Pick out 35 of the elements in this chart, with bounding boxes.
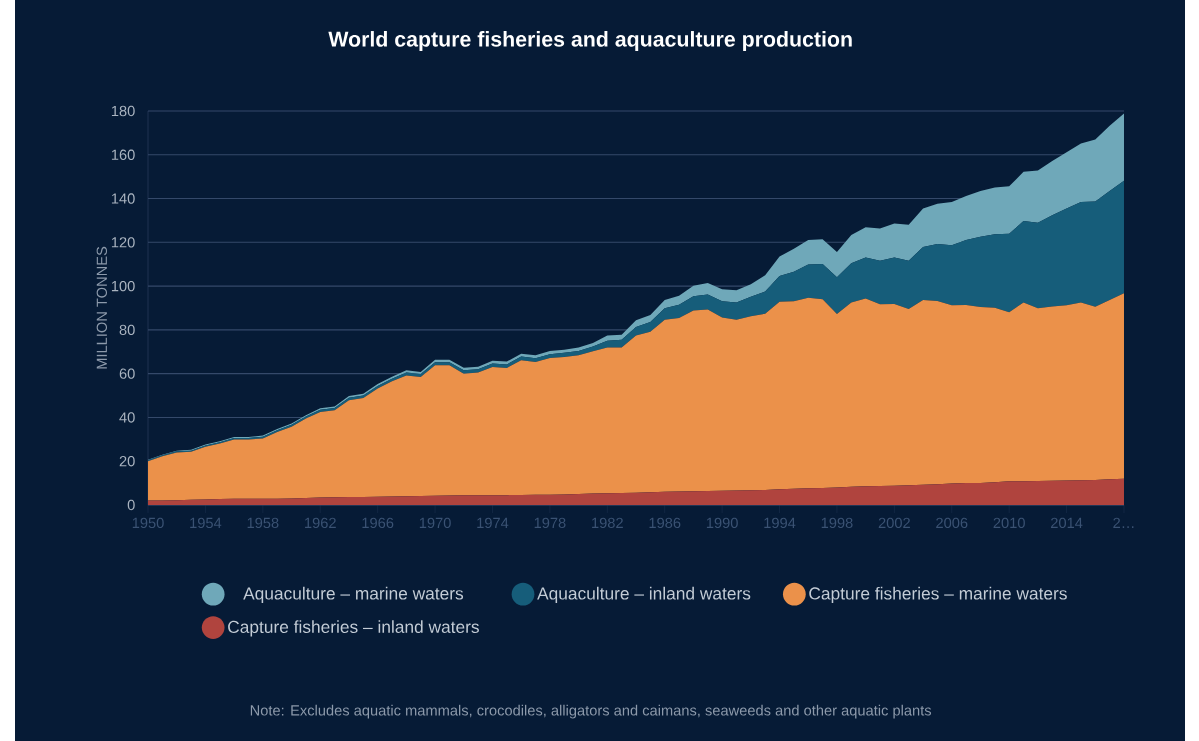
x-tick-label: 1970 <box>419 517 451 529</box>
y-tick-label: 80 <box>119 324 135 336</box>
x-tick-label: 1998 <box>821 517 853 529</box>
x-tick-label: 1994 <box>764 517 796 529</box>
x-tick-label: 2002 <box>878 517 910 529</box>
x-tick-label: 1974 <box>477 517 509 529</box>
chart-title: World capture fisheries and aquaculture production <box>328 31 852 51</box>
x-tick-label: 2010 <box>993 517 1025 529</box>
x-tick-label: 1978 <box>534 517 566 529</box>
y-tick-label: 20 <box>119 456 135 467</box>
x-tick-label: 2… <box>1113 517 1134 528</box>
y-tick-label: 0 <box>127 499 135 511</box>
x-tick-label: 2006 <box>936 517 968 529</box>
y-axis-title: MILLION TONNES <box>96 246 108 369</box>
x-tick-label: 1962 <box>305 517 336 529</box>
legend-label: Aquaculture – inland waters <box>537 586 751 604</box>
x-tick-label: 1986 <box>649 517 681 529</box>
x-tick-label: 1950 <box>132 517 164 529</box>
y-tick-label: 120 <box>111 237 135 248</box>
x-tick-label: 1982 <box>592 517 623 529</box>
x-tick-label: 1990 <box>706 517 738 529</box>
y-tick-label: 140 <box>111 193 135 204</box>
y-tick-label: 180 <box>111 105 135 117</box>
x-tick-label: 1966 <box>362 517 394 529</box>
text: Note: Excludes aquatic mammals, crocodiles, alligators and caimans, seaweeds and other aquatic plants <box>250 704 932 719</box>
x-tick-label: 1954 <box>190 517 222 529</box>
x-tick-label: 1958 <box>247 517 279 529</box>
y-tick-label: 60 <box>119 368 135 379</box>
y-tick-label: 40 <box>119 412 135 423</box>
legend-label: Capture fisheries – inland waters <box>228 620 479 637</box>
y-tick-label: 160 <box>111 149 135 160</box>
legend-label: Capture fisheries – marine waters <box>809 586 1067 604</box>
x-tick-label: 2014 <box>1051 517 1083 529</box>
legend-label: Aquaculture – marine waters <box>243 586 464 604</box>
y-tick-label: 100 <box>111 280 135 292</box>
